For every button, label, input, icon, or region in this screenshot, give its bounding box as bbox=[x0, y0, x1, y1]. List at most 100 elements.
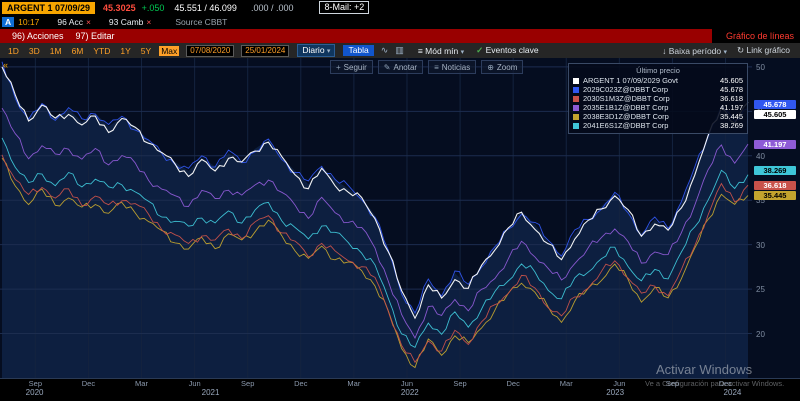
chart-options-toolbar: 1D 3D 1M 6M YTD 1Y 5Y Max 07/08/2020 25/01/2024… bbox=[0, 43, 800, 58]
noticias-icon: ≡ bbox=[434, 62, 439, 72]
refresh-icon: ↻ bbox=[737, 45, 745, 55]
line-chart-icon[interactable]: ∿ bbox=[380, 45, 389, 55]
period-button-ytd[interactable]: YTD bbox=[93, 45, 111, 56]
price-badge: 38.269 bbox=[754, 166, 796, 176]
frequency-value: Diario bbox=[302, 45, 325, 55]
legend-rows: ARGENT 1 07/09/2029 Govt 45.605 2029C023Z@… bbox=[573, 76, 743, 130]
frequency-dropdown[interactable]: Diario ▾ bbox=[297, 44, 336, 57]
period-button-1d[interactable]: 1D bbox=[8, 45, 19, 56]
series-swatch-icon bbox=[573, 104, 579, 111]
price-change: +.050 bbox=[141, 2, 165, 13]
legend-row[interactable]: 2035E1B1Z@DBBT Corp 41.197 bbox=[573, 103, 743, 112]
candle-chart-icon[interactable]: ▥ bbox=[395, 45, 404, 55]
mail-indicator[interactable]: 8-Mail: +2 bbox=[319, 1, 370, 14]
chart-legend: Último precio ARGENT 1 07/09/2029 Govt 45… bbox=[568, 63, 748, 134]
x-axis-year-label: 2024 bbox=[723, 388, 742, 397]
period-button-max[interactable]: Max bbox=[159, 45, 180, 56]
bid-ask-quote: 45.551 / 46.099 bbox=[174, 2, 237, 13]
key-events-label: Eventos clave bbox=[485, 45, 539, 55]
security-ticker[interactable]: ARGENT 1 07/09/29 bbox=[2, 1, 96, 14]
x-axis-month-label: Jun bbox=[613, 379, 626, 388]
series-swatch-icon bbox=[573, 122, 579, 129]
download-period-label: Baixa período bbox=[668, 45, 722, 56]
chevron-down-icon: ▾ bbox=[723, 48, 728, 56]
series-line-2 bbox=[1, 154, 749, 364]
period-button-3d[interactable]: 3D bbox=[28, 45, 40, 56]
date-from-input[interactable]: 07/08/2020 bbox=[186, 44, 235, 57]
legend-row[interactable]: 2041E6S1Z@DBBT Corp 38.269 bbox=[573, 121, 743, 130]
x-axis-month-label: Jun bbox=[400, 379, 414, 388]
menu-item-acciones[interactable]: 96) Acciones bbox=[12, 31, 64, 41]
x-axis-year-labels: 2020 2021 2022 2023 2024 bbox=[0, 388, 800, 399]
table-button[interactable]: Tabla bbox=[343, 45, 374, 56]
x-axis-month-label: Sep bbox=[453, 379, 467, 388]
link-chart-label: Link gráfico bbox=[746, 45, 790, 55]
scroll-left-icon[interactable]: « bbox=[3, 60, 9, 70]
series-swatch-icon bbox=[573, 95, 579, 102]
x-axis-year-label: 2022 bbox=[400, 388, 419, 397]
acc-close-icon[interactable]: × bbox=[85, 17, 91, 27]
legend-series-name: ARGENT 1 07/09/2029 Govt bbox=[583, 76, 678, 85]
y-axis-tick-label: 50 bbox=[756, 62, 765, 72]
chart-tool-noticias[interactable]: ≡ Noticias bbox=[428, 60, 477, 74]
period-button-1y[interactable]: 1Y bbox=[120, 45, 131, 56]
legend-row[interactable]: 2038E3D1Z@DBBT Corp 35.445 bbox=[573, 112, 743, 121]
series-swatch-icon bbox=[573, 113, 579, 120]
x-axis-month-label: Dec bbox=[81, 379, 96, 388]
link-chart-button[interactable]: ↻ Link gráfico bbox=[737, 45, 790, 56]
menu-icon: ≡ bbox=[417, 45, 423, 56]
legend-series-value: 41.197 bbox=[720, 103, 743, 112]
x-axis-month-label: Mar bbox=[347, 379, 361, 388]
check-icon: ✓ bbox=[476, 45, 484, 55]
chart-floating-toolbar: + Seguir ✎ Anotar ≡ Noticias ⊕ Zoom bbox=[330, 60, 524, 74]
header-row-primary: ARGENT 1 07/09/29 45.3025 +.050 45.551 /… bbox=[0, 0, 800, 15]
legend-row[interactable]: ARGENT 1 07/09/2029 Govt 45.605 bbox=[573, 76, 743, 85]
quote-time: 10:17 bbox=[18, 17, 40, 27]
period-button-1m[interactable]: 1M bbox=[49, 45, 62, 56]
series-line-1 bbox=[1, 61, 749, 314]
header-row-secondary: A 10:17 96 Acc × 93 Camb × Source CBBT bbox=[0, 15, 800, 29]
menu-bar-right: Gráfico de líneas bbox=[711, 29, 800, 43]
download-period-button[interactable]: ↓ Baixa período ▾ bbox=[662, 46, 727, 56]
series-swatch-icon bbox=[573, 77, 579, 84]
menu-item-editar[interactable]: 97) Editar bbox=[75, 31, 115, 41]
x-axis-month-labels: Sep Dec Mar Jun Sep Dec Mar Jun Sep Dec Mar Jun Sep D… bbox=[0, 379, 800, 388]
download-icon: ↓ bbox=[662, 45, 667, 56]
chart-canvas bbox=[0, 58, 752, 378]
chart-tool-label: Seguir bbox=[343, 62, 367, 72]
series-line-4 bbox=[1, 157, 749, 369]
chevron-down-icon: ▾ bbox=[326, 48, 331, 55]
x-axis-month-label: Dec bbox=[294, 379, 308, 388]
legend-title: Último precio bbox=[636, 66, 680, 75]
x-axis-month-label: Dec bbox=[718, 379, 733, 388]
x-axis-month-label: Mar bbox=[135, 379, 148, 388]
price-badge: 35.445 bbox=[754, 191, 796, 201]
quote-source: Source CBBT bbox=[175, 17, 228, 27]
y-axis-tick-label: 35 bbox=[756, 196, 765, 206]
x-axis-year-label: 2021 bbox=[201, 388, 220, 397]
legend-series-name: 2041E6S1Z@DBBT Corp bbox=[583, 121, 669, 130]
x-axis-month-label: Sep bbox=[241, 379, 255, 388]
camb-close-icon[interactable]: × bbox=[146, 17, 152, 27]
legend-series-value: 45.678 bbox=[720, 85, 743, 94]
date-to-input[interactable]: 25/01/2024 bbox=[241, 44, 290, 57]
chart-tool-anotar[interactable]: ✎ Anotar bbox=[377, 60, 424, 74]
y-axis-tick-label: 30 bbox=[756, 240, 765, 250]
period-button-5y[interactable]: 5Y bbox=[140, 45, 152, 56]
y-axis-tick-label: 25 bbox=[756, 285, 765, 295]
period-button-6m[interactable]: 6M bbox=[71, 45, 84, 56]
x-axis-year-label: 2020 bbox=[25, 388, 44, 397]
legend-series-value: 35.445 bbox=[720, 112, 743, 121]
mod-min-dropdown[interactable]: ≡ Mód mín ▾ bbox=[418, 46, 464, 56]
legend-row[interactable]: 2030S1M3Z@DBBT Corp 36.618 bbox=[573, 94, 743, 103]
key-events-toggle[interactable]: ✓ Eventos clave bbox=[476, 45, 538, 56]
price-chart-area[interactable]: « + Seguir ✎ Anotar ≡ Noticias ⊕ Zoom Último pr… bbox=[0, 58, 800, 378]
session-flag: A bbox=[2, 17, 15, 27]
chart-tool-zoom[interactable]: ⊕ Zoom bbox=[481, 60, 524, 74]
toolbar-right-group: ↓ Baixa período ▾ ↻ Link gráfico bbox=[662, 45, 800, 56]
legend-row[interactable]: 2029C023Z@DBBT Corp 45.678 bbox=[573, 85, 743, 94]
chevron-down-icon: ▾ bbox=[460, 48, 465, 56]
chart-tool-seguir[interactable]: + Seguir bbox=[330, 60, 373, 74]
x-axis-month-label: Sep bbox=[28, 379, 43, 388]
price-badge: 36.618 bbox=[754, 180, 796, 190]
